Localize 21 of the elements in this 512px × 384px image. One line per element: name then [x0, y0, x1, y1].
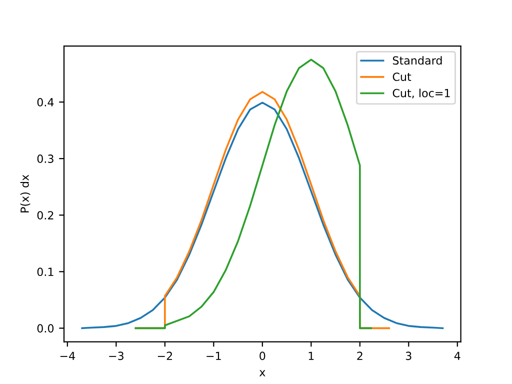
x-tick-label: 0	[260, 352, 266, 360]
y-tick-label: 0.3	[37, 154, 54, 163]
line-series	[134, 58, 372, 330]
y-tick-label: 0.0	[37, 324, 54, 333]
y-tick-label: 0.4	[37, 98, 54, 106]
x-tick-label: 4	[454, 352, 460, 360]
x-tick-label: 1	[308, 352, 314, 360]
x-tick-label: −3	[109, 352, 124, 360]
y-tick-label: 0.1	[37, 268, 54, 276]
y-tick-label: 0.2	[37, 211, 54, 220]
legend-label: Standard	[392, 56, 442, 65]
x-axis-title: x	[259, 370, 266, 376]
y-axis-title: P(x) dx	[20, 174, 30, 212]
x-tick-label: 2	[357, 352, 362, 360]
x-tick-label: 3	[406, 352, 412, 360]
legend-label: Cut, loc=1	[392, 88, 450, 98]
x-tick-label: −1	[206, 352, 221, 360]
legend-label: Cut	[392, 72, 412, 81]
x-tick-label: −4	[60, 352, 75, 360]
x-tick-label: −2	[158, 352, 172, 360]
line-series	[81, 102, 444, 330]
